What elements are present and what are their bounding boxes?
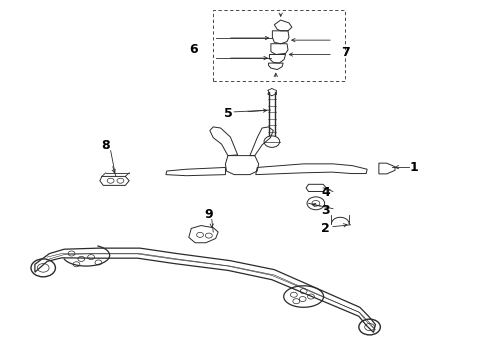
Text: 4: 4: [321, 186, 330, 199]
Text: 7: 7: [341, 46, 349, 59]
Text: 3: 3: [321, 204, 330, 217]
Text: 6: 6: [189, 42, 198, 55]
Bar: [213, 10, 345, 81]
Text: 1: 1: [409, 161, 418, 174]
Text: 2: 2: [321, 222, 330, 235]
Text: 5: 5: [223, 107, 232, 120]
Text: 8: 8: [101, 139, 110, 152]
Text: 9: 9: [204, 208, 213, 221]
